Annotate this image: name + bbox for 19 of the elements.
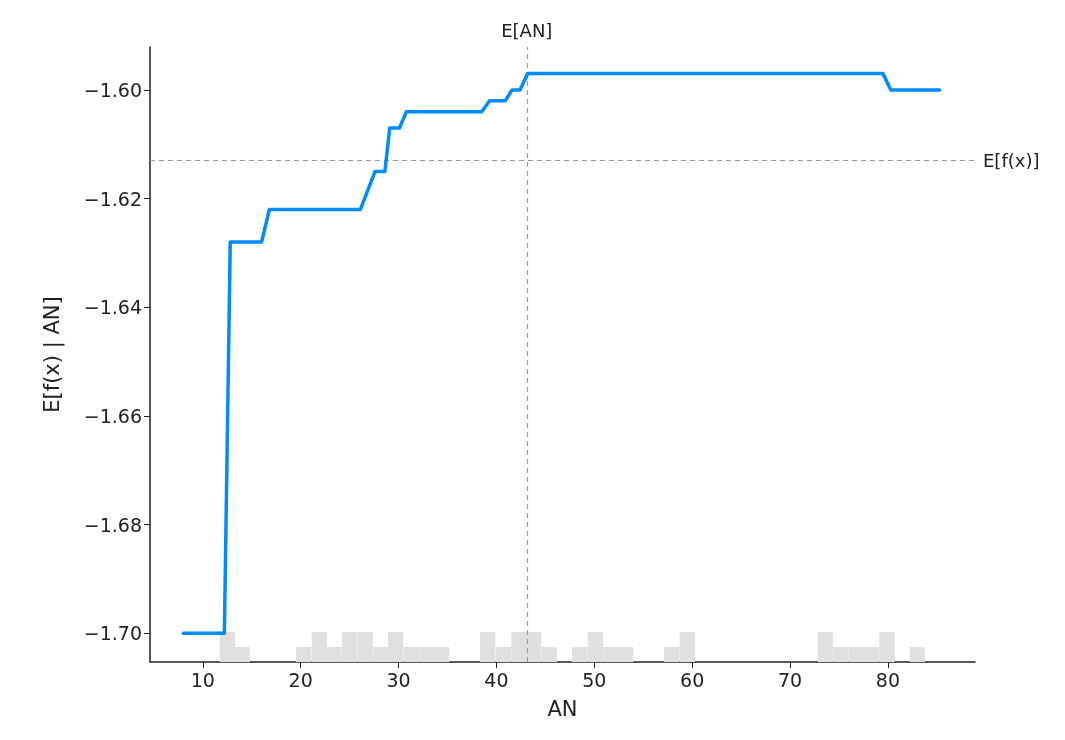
x-axis-title: AN <box>547 696 578 721</box>
y-axis-title: E[f(x) | AN] <box>39 296 65 413</box>
y-tick-label: −1.68 <box>83 513 142 536</box>
x-tick-label: 40 <box>484 668 509 691</box>
x-tick-label: 30 <box>386 668 411 691</box>
x-tick-label: 60 <box>680 668 705 691</box>
x-tick-label: 50 <box>582 668 607 691</box>
y-tick-label: −1.66 <box>83 404 142 427</box>
x-tick-label: 20 <box>288 668 313 691</box>
y-tick-label: −1.70 <box>83 622 142 645</box>
ref-line-label: E[AN] <box>501 19 553 41</box>
x-tick-label: 10 <box>190 668 215 691</box>
y-tick-label: −1.60 <box>83 78 142 101</box>
line-series <box>181 71 942 635</box>
ref-line-label: E[f(x)] <box>983 150 1040 172</box>
y-tick-label: −1.64 <box>83 296 142 319</box>
x-tick-label: 70 <box>777 668 803 691</box>
x-tick-label: 80 <box>875 668 900 691</box>
y-tick-label: −1.62 <box>83 187 142 210</box>
